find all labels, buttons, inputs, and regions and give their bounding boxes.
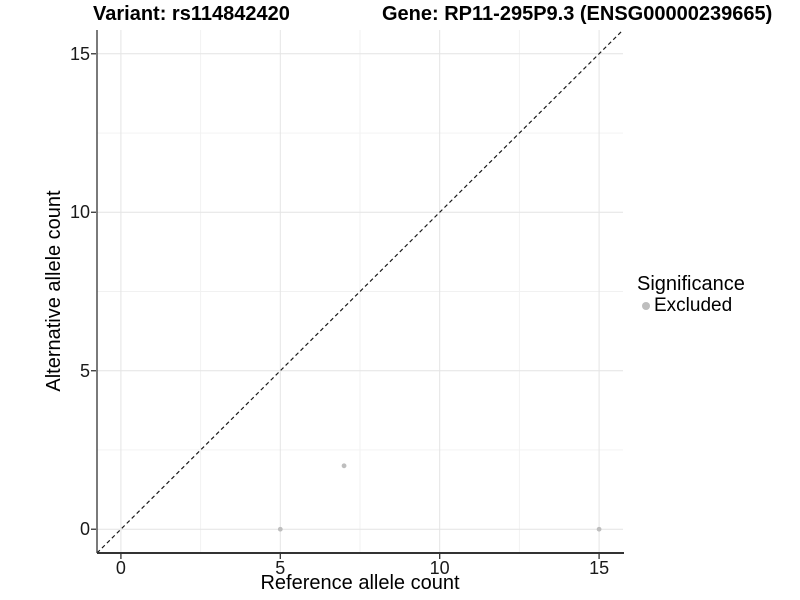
- legend: Significance Excluded: [637, 273, 745, 316]
- legend-item-label: Excluded: [654, 295, 733, 316]
- x-tick-label: 10: [429, 558, 450, 578]
- variant-title: Variant: rs114842420: [93, 3, 290, 25]
- x-tick-label: 15: [589, 558, 610, 578]
- y-tick-label: 15: [69, 43, 90, 64]
- y-tick-label: 5: [79, 360, 90, 381]
- legend-title: Significance: [637, 273, 745, 295]
- legend-item-excluded: Excluded: [637, 296, 745, 316]
- x-tick-label: 5: [275, 558, 286, 578]
- gene-title: Gene: RP11-295P9.3 (ENSG00000239665): [382, 3, 773, 25]
- excluded-point-icon: [642, 302, 650, 310]
- data-point: [596, 526, 602, 532]
- y-axis-title: Alternative allele count: [43, 190, 65, 392]
- x-tick-label: 0: [115, 558, 126, 578]
- y-tick-label: 10: [69, 202, 90, 223]
- data-point: [341, 463, 347, 469]
- x-axis-title: Reference allele count: [260, 572, 460, 594]
- identity-line: [96, 29, 624, 554]
- y-tick-label: 0: [79, 519, 90, 540]
- data-point: [277, 526, 283, 532]
